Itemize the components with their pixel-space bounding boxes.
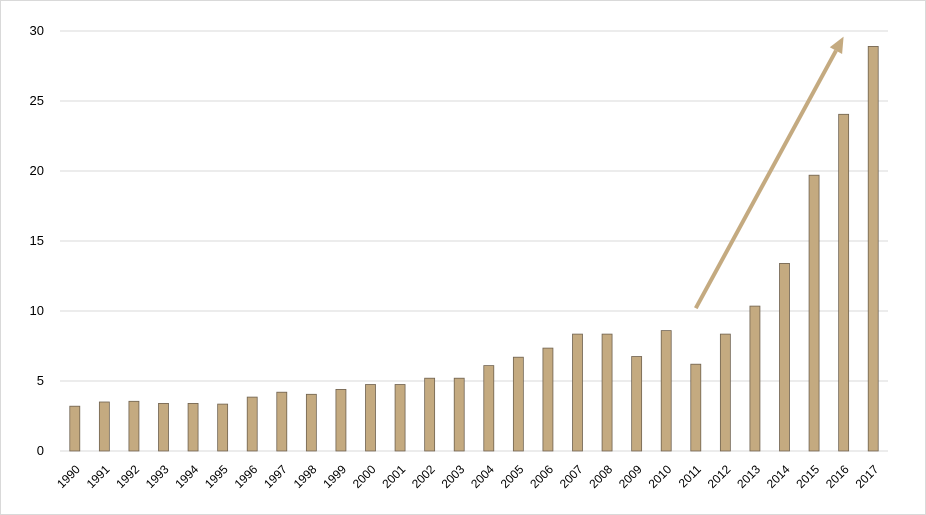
bar-2007 xyxy=(572,333,583,452)
y-tick-label-0: 0 xyxy=(37,443,44,458)
x-tick-label-1998: 1998 xyxy=(291,462,320,491)
x-tick-label-2006: 2006 xyxy=(527,462,556,491)
bar-2015 xyxy=(808,174,820,452)
bar-2014 xyxy=(779,262,790,452)
x-tick-label-2010: 2010 xyxy=(646,462,675,491)
x-tick-label-2011: 2011 xyxy=(676,462,704,490)
bar-1999 xyxy=(335,388,347,452)
x-tick-label-1995: 1995 xyxy=(202,462,231,491)
bar-2012 xyxy=(719,333,731,452)
x-tick-label-2004: 2004 xyxy=(468,462,497,491)
x-tick-label-2014: 2014 xyxy=(764,462,793,491)
bar-2009 xyxy=(631,356,643,452)
x-tick-label-2015: 2015 xyxy=(793,462,822,491)
x-tick-label-2008: 2008 xyxy=(586,462,615,491)
annotations xyxy=(694,36,844,310)
x-tick-label-2013: 2013 xyxy=(734,462,763,491)
x-tick-label-1993: 1993 xyxy=(143,462,172,491)
y-tick-label-5: 5 xyxy=(37,373,44,388)
x-tick-label-2009: 2009 xyxy=(616,462,645,491)
bar-1994 xyxy=(187,402,199,452)
x-tick-label-2002: 2002 xyxy=(409,462,438,491)
x-tick-label-1994: 1994 xyxy=(172,462,201,491)
x-tick-label-2017: 2017 xyxy=(853,462,882,491)
bar-2006 xyxy=(542,347,554,452)
bar-2000 xyxy=(365,384,376,452)
bar-1990 xyxy=(69,405,81,452)
y-axis-ticks: 0 5 10 15 20 25 30 xyxy=(30,23,44,458)
bar-2008 xyxy=(601,333,613,452)
bar-2010 xyxy=(660,330,672,452)
x-tick-label-2000: 2000 xyxy=(350,462,379,491)
bar-1996 xyxy=(246,396,258,452)
y-tick-label-15: 15 xyxy=(30,233,44,248)
bar-2001 xyxy=(394,384,406,452)
x-tick-label-1992: 1992 xyxy=(113,462,142,491)
y-tick-label-10: 10 xyxy=(30,303,44,318)
bar-1995 xyxy=(217,403,229,452)
x-tick-label-2007: 2007 xyxy=(557,462,586,491)
x-tick-label-2003: 2003 xyxy=(439,462,468,491)
x-tick-label-1990: 1990 xyxy=(54,462,83,491)
x-tick-label-2005: 2005 xyxy=(498,462,527,491)
y-tick-label-25: 25 xyxy=(30,93,44,108)
y-tick-label-30: 30 xyxy=(30,23,44,38)
x-tick-label-1999: 1999 xyxy=(320,462,349,491)
bars xyxy=(69,46,879,452)
bar-1991 xyxy=(98,401,110,452)
x-tick-label-1997: 1997 xyxy=(261,462,290,491)
bar-1997 xyxy=(276,391,288,452)
bar-2016 xyxy=(838,113,850,452)
bar-2017 xyxy=(867,46,879,452)
bar-2011 xyxy=(690,363,702,452)
x-tick-label-2012: 2012 xyxy=(705,462,734,491)
y-tick-label-20: 20 xyxy=(30,163,44,178)
bar-1998 xyxy=(305,393,317,452)
bar-2005 xyxy=(512,356,524,452)
bar-2013 xyxy=(749,305,761,452)
bar-2002 xyxy=(424,377,436,452)
bar-2003 xyxy=(453,377,465,452)
x-tick-label-2016: 2016 xyxy=(823,462,852,491)
bar-1992 xyxy=(128,400,140,452)
trend-arrow-shaft xyxy=(694,49,838,310)
bar-1993 xyxy=(158,402,169,452)
x-tick-label-1991: 1991 xyxy=(84,462,113,491)
trend-arrow-head xyxy=(829,36,844,54)
x-tick-label-1996: 1996 xyxy=(232,462,261,491)
x-tick-label-2001: 2001 xyxy=(379,462,408,491)
bar-2004 xyxy=(483,365,495,452)
gridlines xyxy=(60,30,888,452)
x-axis-ticks: 1990 1991 1992 1993 1994 1995 1996 1997 1998 1999… xyxy=(54,462,881,491)
